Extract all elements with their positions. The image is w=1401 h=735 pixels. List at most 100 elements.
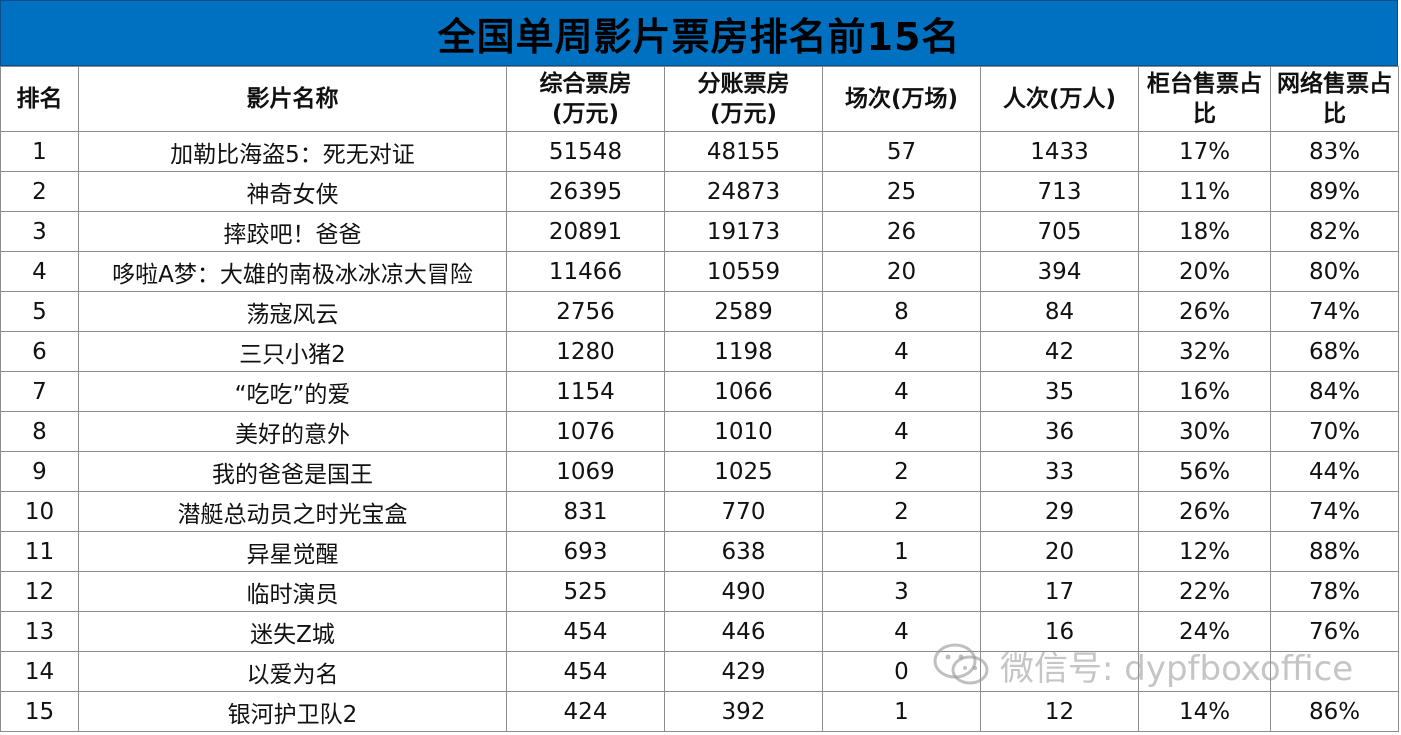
cell-split-box: 392 (664, 691, 823, 732)
cell-rank: 10 (0, 491, 79, 532)
cell-shows: 8 (822, 291, 981, 332)
cell-people: 1433 (980, 131, 1139, 172)
cell-people: 12 (980, 691, 1139, 732)
cell-shows: 26 (822, 211, 981, 252)
cell-name: 迷失Z城 (78, 611, 507, 652)
cell-online-ratio: 70% (1270, 411, 1399, 452)
cell-rank: 14 (0, 651, 79, 692)
cell-name: 临时演员 (78, 571, 507, 612)
cell-counter-ratio: 14% (1138, 691, 1271, 732)
cell-online-ratio: 86% (1270, 691, 1399, 732)
table-row: 5 荡寇风云 2756 2589 8 84 26% 74% (0, 291, 1399, 332)
cell-people: 35 (980, 371, 1139, 412)
cell-online-ratio: 76% (1270, 611, 1399, 652)
cell-split-box: 2589 (664, 291, 823, 332)
table-row: 1 加勒比海盗5：死无对证 51548 48155 57 1433 17% 83% (0, 131, 1399, 172)
cell-rank: 7 (0, 371, 79, 412)
header-total-box: 综合票房 (万元) (506, 66, 665, 132)
cell-name: “吃吃”的爱 (78, 371, 507, 412)
cell-online-ratio: 80% (1270, 251, 1399, 292)
header-split-box: 分账票房 (万元) (664, 66, 823, 132)
table-row: 12 临时演员 525 490 3 17 22% 78% (0, 571, 1399, 612)
cell-online-ratio: 89% (1270, 171, 1399, 212)
cell-shows: 2 (822, 451, 981, 492)
cell-people: 84 (980, 291, 1139, 332)
cell-counter-ratio: 24% (1138, 611, 1271, 652)
cell-shows: 4 (822, 411, 981, 452)
cell-total-box: 1280 (506, 331, 665, 372)
cell-total-box: 693 (506, 531, 665, 572)
cell-split-box: 19173 (664, 211, 823, 252)
cell-rank: 2 (0, 171, 79, 212)
cell-people: 713 (980, 171, 1139, 212)
cell-people: 29 (980, 491, 1139, 532)
cell-total-box: 424 (506, 691, 665, 732)
table-title: 全国单周影片票房排名前15名 (0, 0, 1398, 66)
cell-shows: 57 (822, 131, 981, 172)
cell-rank: 6 (0, 331, 79, 372)
header-name: 影片名称 (78, 66, 507, 132)
cell-people (980, 651, 1139, 692)
table-row: 7 “吃吃”的爱 1154 1066 4 35 16% 84% (0, 371, 1399, 412)
cell-rank: 8 (0, 411, 79, 452)
cell-shows: 1 (822, 691, 981, 732)
cell-total-box: 1076 (506, 411, 665, 452)
cell-shows: 4 (822, 371, 981, 412)
cell-shows: 4 (822, 331, 981, 372)
cell-split-box: 1010 (664, 411, 823, 452)
cell-people: 16 (980, 611, 1139, 652)
cell-counter-ratio: 12% (1138, 531, 1271, 572)
cell-rank: 3 (0, 211, 79, 252)
cell-total-box: 454 (506, 611, 665, 652)
cell-split-box: 429 (664, 651, 823, 692)
cell-name: 异星觉醒 (78, 531, 507, 572)
cell-rank: 9 (0, 451, 79, 492)
cell-counter-ratio: 11% (1138, 171, 1271, 212)
cell-split-box: 446 (664, 611, 823, 652)
cell-name: 哆啦A梦：大雄的南极冰冰凉大冒险 (78, 251, 507, 292)
cell-name: 神奇女侠 (78, 171, 507, 212)
cell-split-box: 1025 (664, 451, 823, 492)
header-shows: 场次(万场) (822, 66, 981, 132)
box-office-table: 排名 影片名称 综合票房 (万元) 分账票房 (万元) 场次(万场) 人次(万人… (0, 66, 1399, 732)
table-row: 14 以爱为名 454 429 0 (0, 651, 1399, 692)
cell-name: 我的爸爸是国王 (78, 451, 507, 492)
cell-shows: 1 (822, 531, 981, 572)
cell-online-ratio: 88% (1270, 531, 1399, 572)
cell-online-ratio: 82% (1270, 211, 1399, 252)
header-counter-ratio: 柜台售票占比 (1138, 66, 1271, 132)
cell-total-box: 525 (506, 571, 665, 612)
cell-counter-ratio (1138, 651, 1271, 692)
cell-counter-ratio: 20% (1138, 251, 1271, 292)
cell-online-ratio (1270, 651, 1399, 692)
cell-counter-ratio: 18% (1138, 211, 1271, 252)
cell-name: 三只小猪2 (78, 331, 507, 372)
cell-counter-ratio: 22% (1138, 571, 1271, 612)
cell-split-box: 638 (664, 531, 823, 572)
cell-name: 潜艇总动员之时光宝盒 (78, 491, 507, 532)
header-online-ratio: 网络售票占比 (1270, 66, 1399, 132)
cell-people: 17 (980, 571, 1139, 612)
cell-split-box: 1198 (664, 331, 823, 372)
cell-total-box: 454 (506, 651, 665, 692)
cell-total-box: 1154 (506, 371, 665, 412)
cell-counter-ratio: 56% (1138, 451, 1271, 492)
cell-shows: 4 (822, 611, 981, 652)
cell-name: 以爱为名 (78, 651, 507, 692)
cell-split-box: 48155 (664, 131, 823, 172)
cell-total-box: 26395 (506, 171, 665, 212)
cell-split-box: 24873 (664, 171, 823, 212)
cell-counter-ratio: 30% (1138, 411, 1271, 452)
cell-shows: 3 (822, 571, 981, 612)
cell-rank: 1 (0, 131, 79, 172)
table-row: 2 神奇女侠 26395 24873 25 713 11% 89% (0, 171, 1399, 212)
table-row: 9 我的爸爸是国王 1069 1025 2 33 56% 44% (0, 451, 1399, 492)
header-people: 人次(万人) (980, 66, 1139, 132)
cell-split-box: 1066 (664, 371, 823, 412)
cell-shows: 2 (822, 491, 981, 532)
cell-counter-ratio: 32% (1138, 331, 1271, 372)
cell-name: 银河护卫队2 (78, 691, 507, 732)
cell-counter-ratio: 26% (1138, 491, 1271, 532)
table-row: 6 三只小猪2 1280 1198 4 42 32% 68% (0, 331, 1399, 372)
cell-rank: 13 (0, 611, 79, 652)
